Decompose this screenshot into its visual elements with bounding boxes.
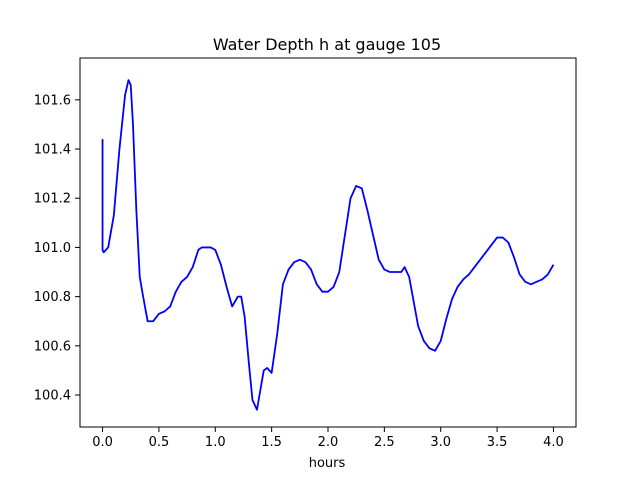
x-axis-label: hours — [309, 456, 346, 471]
x-tick-label: 4.0 — [543, 435, 564, 450]
series-line-0 — [101, 79, 555, 411]
x-tick-label: 1.0 — [205, 435, 226, 450]
y-axis-ticks: 100.4 100.6 100.8 101.0 101.2 101.4 101.6 — [34, 93, 80, 404]
chart-title: Water Depth h at gauge 105 — [213, 35, 441, 54]
y-tick-label: 100.8 — [34, 290, 71, 305]
y-tick-label: 100.4 — [34, 389, 71, 404]
y-tick-label: 101.2 — [34, 192, 71, 207]
plot-frame — [79, 57, 577, 428]
x-tick-label: 0.0 — [92, 435, 113, 450]
x-tick-label: 1.5 — [261, 435, 282, 450]
x-tick-label: 3.5 — [487, 435, 508, 450]
y-tick-label: 101.6 — [34, 93, 71, 108]
x-tick-label: 0.5 — [149, 435, 170, 450]
x-tick-label: 2.5 — [374, 435, 395, 450]
x-tick-label: 2.0 — [318, 435, 339, 450]
y-tick-label: 101.0 — [34, 241, 71, 256]
plot-area — [101, 79, 555, 411]
y-tick-label: 100.6 — [34, 339, 71, 354]
x-axis-ticks: 0.0 0.5 1.0 1.5 2.0 2.5 3.0 3.5 4.0 — [92, 427, 564, 450]
y-tick-label: 101.4 — [34, 143, 71, 158]
x-tick-label: 3.0 — [430, 435, 451, 450]
